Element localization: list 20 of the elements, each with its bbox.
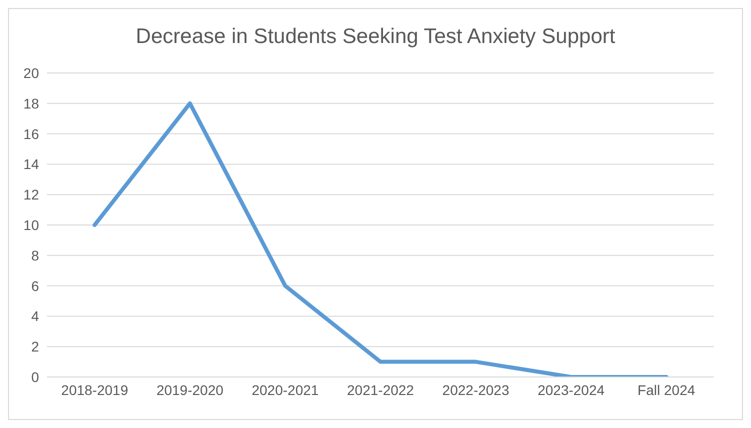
x-tick-label: 2020-2021 (252, 382, 319, 398)
y-tick-label: 20 (23, 64, 40, 81)
y-tick-label: 12 (23, 186, 40, 203)
y-tick-label: 10 (23, 216, 40, 233)
y-tick-label: 6 (31, 278, 40, 294)
x-tick-label: 2019-2020 (156, 382, 224, 398)
y-tick-label: 8 (31, 247, 40, 264)
y-tick-label: 14 (23, 156, 40, 172)
y-tick-label: 0 (31, 368, 40, 385)
x-tick-label: 2018-2019 (61, 382, 128, 398)
chart-title: Decrease in Students Seeking Test Anxiety Support (134, 25, 616, 49)
x-tick-label: 2022-2023 (442, 382, 510, 398)
x-tick-label: Fall 2024 (638, 382, 696, 398)
x-tick-label: 2023-2024 (538, 382, 605, 398)
line-series (92, 101, 668, 377)
x-tick-label: 2021-2022 (347, 382, 414, 398)
y-tick-label: 4 (31, 308, 40, 324)
y-tick-label: 16 (23, 126, 40, 142)
y-tick-label: 2 (31, 338, 40, 355)
y-tick-label: 18 (23, 95, 40, 112)
